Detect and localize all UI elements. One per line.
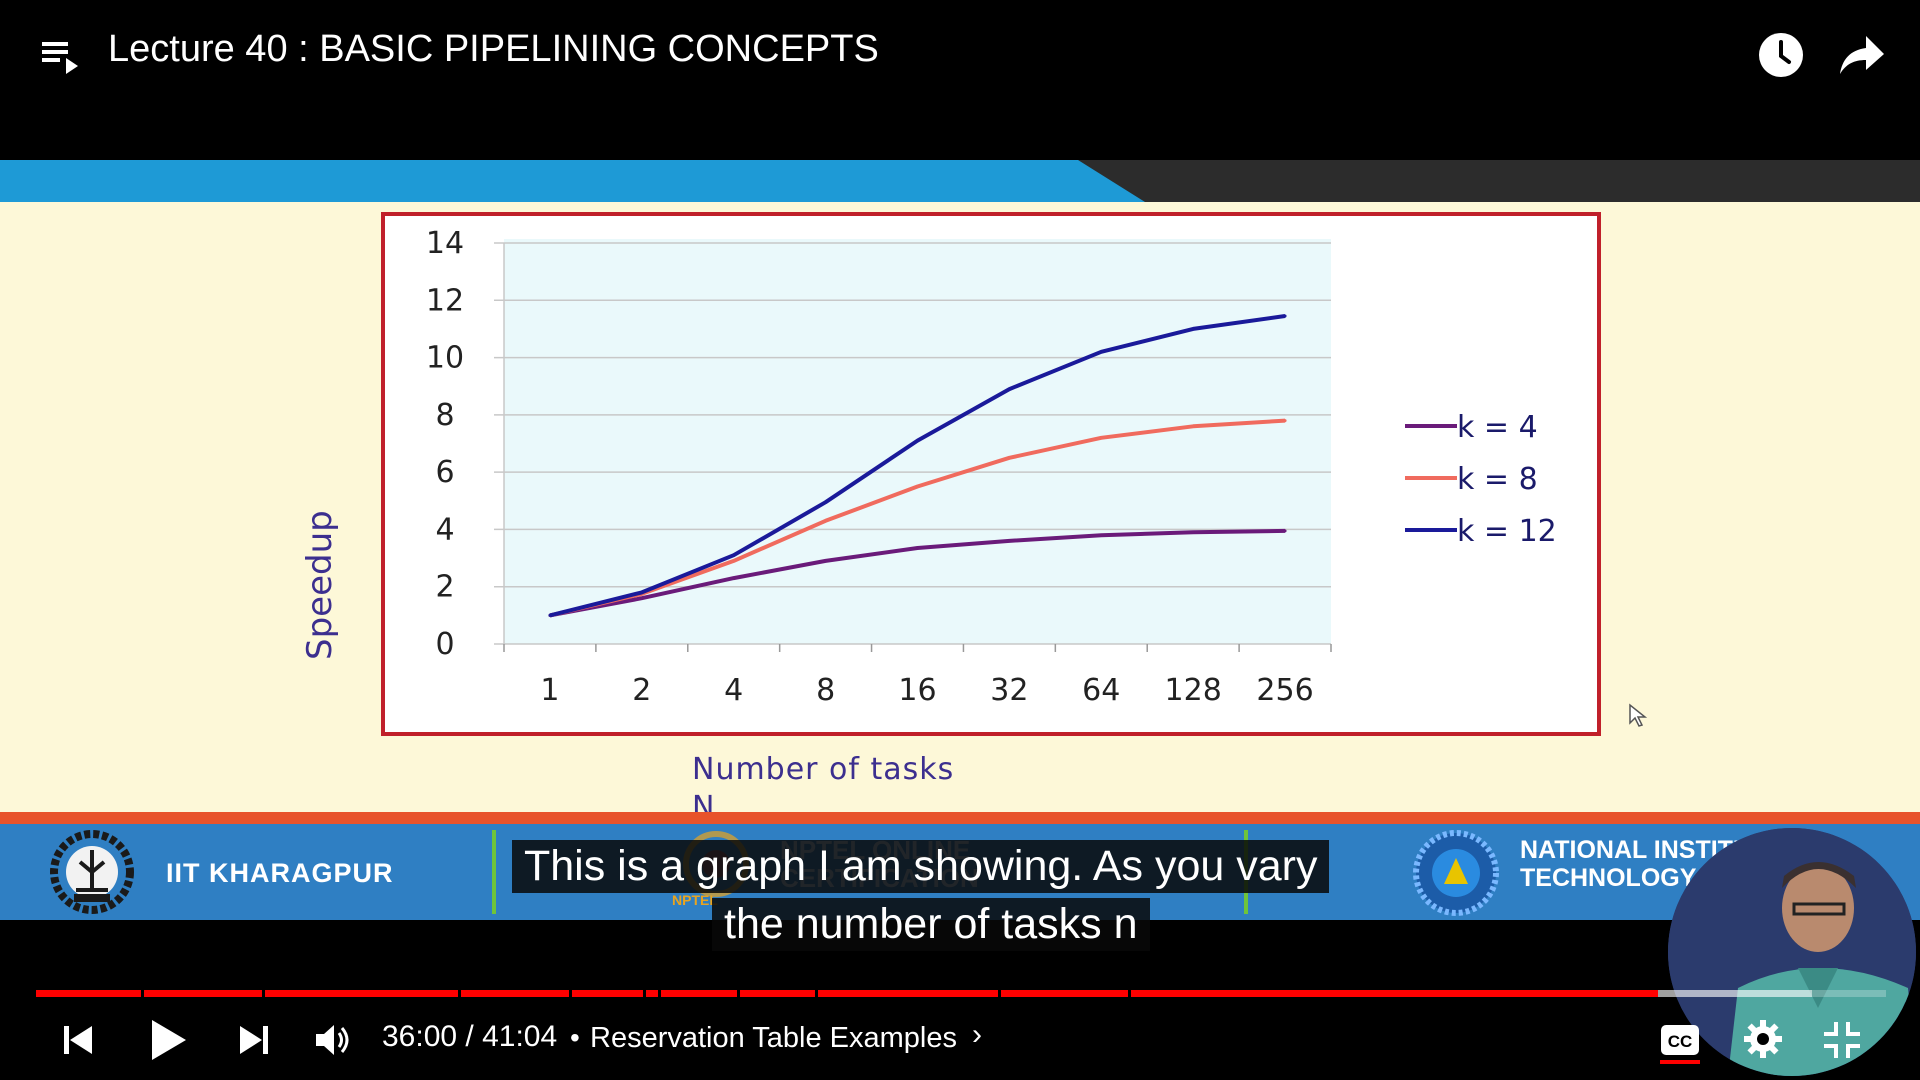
settings-gear-icon[interactable] xyxy=(1742,1018,1784,1060)
mouse-cursor-icon xyxy=(1628,703,1648,729)
chart-data-point xyxy=(1099,350,1103,354)
chart-y-tick-label: 10 xyxy=(426,341,464,376)
svg-text:CC: CC xyxy=(1668,1032,1693,1051)
chapter-marker xyxy=(814,990,818,997)
chapter-marker xyxy=(642,990,646,997)
playlist-icon[interactable] xyxy=(40,36,80,76)
progress-bar[interactable] xyxy=(36,990,1886,997)
previous-video-icon[interactable] xyxy=(60,1022,96,1058)
chart-data-point xyxy=(1099,533,1103,537)
nptel-small-label: NPTEL xyxy=(672,892,718,908)
chapter-marker xyxy=(568,990,572,997)
chart-data-point xyxy=(1283,314,1287,318)
chart-legend-label: k = 8 xyxy=(1457,462,1538,497)
chart-data-point xyxy=(732,559,736,563)
chart-x-tick-label: 32 xyxy=(990,673,1028,708)
chart-data-point xyxy=(1007,456,1011,460)
watch-later-icon[interactable] xyxy=(1758,32,1804,78)
slide-footer-stripe xyxy=(0,812,1920,824)
chapter-marker xyxy=(998,990,1001,997)
chart-data-point xyxy=(1007,539,1011,543)
chart-y-tick-label: 6 xyxy=(435,455,454,490)
chart-y-tick-label: 2 xyxy=(435,570,454,605)
chevron-right-icon[interactable]: › xyxy=(972,1018,982,1051)
chart-x-tick-label: 8 xyxy=(816,673,835,708)
institute-left-name: IIT KHARAGPUR xyxy=(166,858,394,888)
chart-x-tick-label: 2 xyxy=(632,673,651,708)
chart-data-point xyxy=(824,559,828,563)
chart-data-point xyxy=(732,576,736,580)
chart-data-point xyxy=(824,519,828,523)
chart-data-point xyxy=(824,500,828,504)
exit-fullscreen-icon[interactable] xyxy=(1822,1020,1862,1060)
closed-captions-icon[interactable]: CC xyxy=(1660,1022,1700,1058)
chapter-title[interactable]: Reservation Table Examples xyxy=(590,1022,957,1054)
chapter-marker xyxy=(457,990,461,997)
caption-line: This is a graph I am showing. As you var… xyxy=(512,840,1330,893)
chart-x-tick-label: 1 xyxy=(540,673,559,708)
volume-icon[interactable] xyxy=(312,1020,352,1060)
chart-data-point xyxy=(640,590,644,594)
slide-header-accent xyxy=(0,160,1145,202)
chart-data-point xyxy=(916,439,919,443)
chart-x-axis-variable: N xyxy=(692,790,715,812)
chart-x-tick-label: 256 xyxy=(1256,673,1313,708)
time-display: 36:00 / 41:04 xyxy=(382,1020,558,1053)
chart-data-point xyxy=(1191,424,1195,428)
chart-legend-label: k = 12 xyxy=(1457,514,1557,549)
chapter-marker xyxy=(657,990,661,997)
chart-data-point xyxy=(548,613,552,617)
chart-data-point xyxy=(1007,387,1011,391)
chart-x-tick-label: 64 xyxy=(1082,673,1120,708)
chart-y-tick-label: 0 xyxy=(435,627,454,662)
nit-meghalaya-logo-icon xyxy=(1406,828,1506,918)
chart-y-tick-label: 14 xyxy=(426,226,464,261)
chart-data-point xyxy=(1283,529,1287,533)
footer-divider xyxy=(492,830,496,914)
chart-x-tick-label: 128 xyxy=(1165,673,1222,708)
chart-data-point xyxy=(1099,436,1103,440)
chart-data-point xyxy=(732,553,736,557)
chart-y-tick-label: 12 xyxy=(426,283,464,318)
top-bar: Lecture 40 : BASIC PIPELINING CONCEPTS xyxy=(0,0,1920,110)
chart-y-tick-label: 8 xyxy=(435,398,454,433)
chart-data-point xyxy=(1191,530,1195,534)
chapter-marker xyxy=(737,990,741,997)
chart-data-point xyxy=(1283,419,1287,423)
progress-played xyxy=(36,990,1659,997)
video-title[interactable]: Lecture 40 : BASIC PIPELINING CONCEPTS xyxy=(108,28,879,70)
chapter-marker xyxy=(1127,990,1131,997)
chart-data-point xyxy=(1191,327,1195,331)
chart-legend-label: k = 4 xyxy=(1457,410,1538,445)
play-icon[interactable] xyxy=(148,1018,188,1062)
chart-y-axis-label: Speedup xyxy=(300,510,340,660)
next-video-icon[interactable] xyxy=(236,1022,272,1058)
chapter-marker xyxy=(141,990,145,997)
chapter-marker xyxy=(261,990,265,997)
iit-kharagpur-logo-icon xyxy=(36,828,148,918)
chart-y-tick-label: 4 xyxy=(435,512,454,547)
chart-data-point xyxy=(916,484,919,488)
chart-data-point xyxy=(640,596,644,600)
presenter-video-overlay xyxy=(1668,828,1916,1076)
chart-x-tick-label: 4 xyxy=(724,673,743,708)
chart-data-point xyxy=(916,546,919,550)
chapter-separator: • xyxy=(570,1022,580,1053)
captions-active-indicator xyxy=(1660,1060,1700,1064)
caption-line: the number of tasks n xyxy=(712,898,1150,951)
chart-x-tick-label: 16 xyxy=(898,673,936,708)
chart-x-axis-label: Number of tasks xyxy=(692,752,955,787)
share-icon[interactable] xyxy=(1838,34,1886,78)
